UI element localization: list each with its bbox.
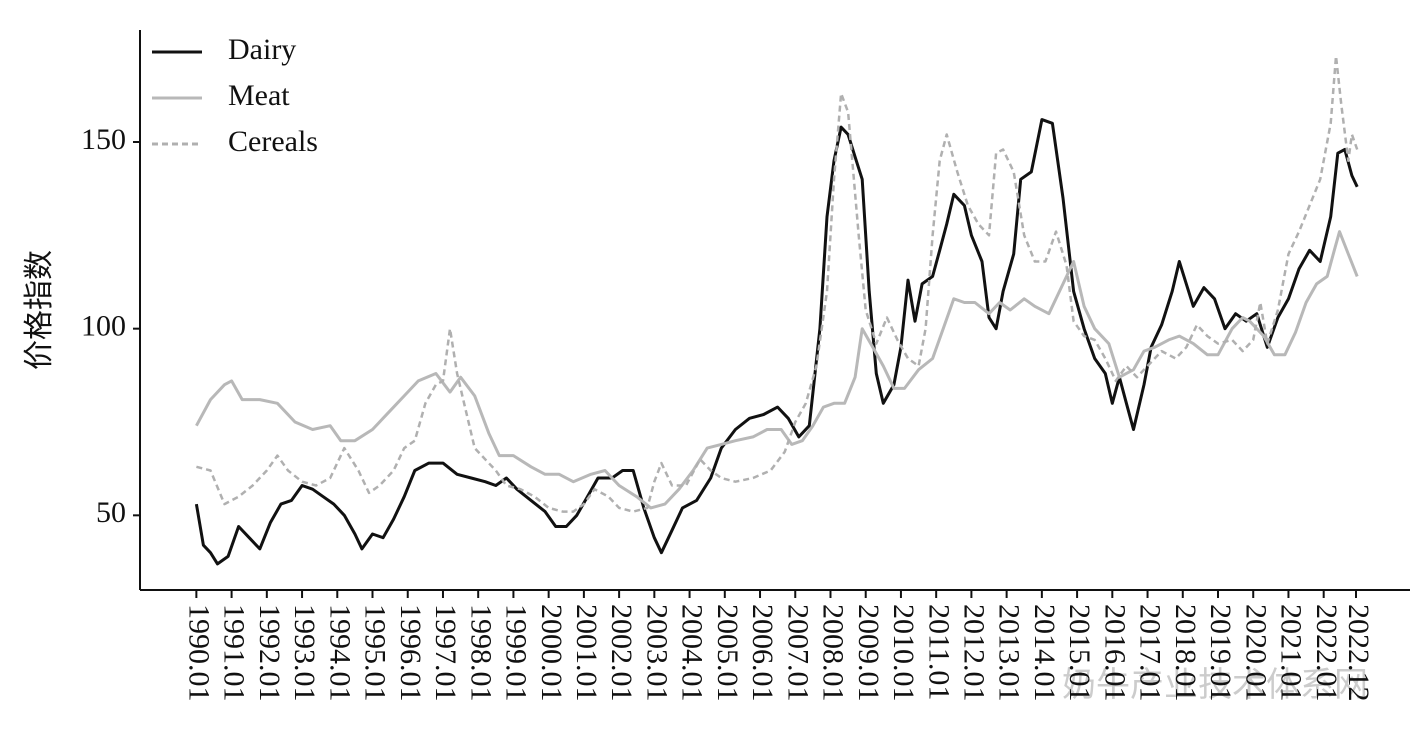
x-tick-label: 1995.01: [359, 604, 392, 702]
watermark: 奶牛产业技术体系网: [1062, 666, 1368, 704]
x-tick-label: 1990.01: [182, 604, 215, 702]
x-tick-label: 2014.01: [1028, 604, 1061, 702]
x-tick-label: 1996.01: [394, 604, 427, 702]
y-axis-label: 价格指数: [23, 250, 56, 370]
x-tick-label: 1998.01: [464, 604, 497, 702]
x-tick-label: 2013.01: [993, 604, 1026, 702]
series-line: [195, 230, 1359, 510]
series-line: [194, 118, 1359, 566]
x-tick-label: 2017.01: [1134, 604, 1167, 702]
x-tick-label: 2020.01: [1239, 604, 1272, 702]
x-tick-label: 1991.01: [218, 604, 251, 702]
x-tick-label: 2008.01: [817, 604, 850, 702]
x-tick-label: 1999.01: [500, 604, 533, 702]
x-tick-label: 2011.01: [922, 604, 955, 700]
x-tick-label: 2009.01: [852, 604, 885, 702]
series-line: [196, 54, 1359, 513]
x-tick-label: 2022.12: [1342, 604, 1375, 702]
x-tick-label: 2005.01: [711, 604, 744, 702]
x-tick-label: 2022.01: [1310, 604, 1343, 702]
legend-label: Cereals: [228, 125, 318, 158]
x-tick-label: 2018.01: [1169, 604, 1202, 702]
x-tick-label: 2006.01: [746, 604, 779, 702]
y-tick-label: 150: [81, 123, 126, 156]
x-tick-label: 2007.01: [781, 604, 814, 702]
x-tick-label: 2016.01: [1098, 604, 1131, 702]
x-tick-label: 1993.01: [288, 604, 321, 702]
x-tick-label: 2019.01: [1204, 604, 1237, 702]
x-tick-label: 2003.01: [640, 604, 673, 702]
x-tick-label: 2002.01: [605, 604, 638, 702]
x-tick-label: 2012.01: [958, 604, 991, 702]
legend-label: Dairy: [228, 33, 296, 66]
x-tick-label: 2021.01: [1275, 604, 1308, 702]
x-tick-label: 1994.01: [323, 604, 356, 702]
legend-label: Meat: [228, 79, 290, 112]
x-tick-label: 1997.01: [429, 604, 462, 702]
x-tick-label: 2015.01: [1063, 604, 1096, 702]
y-tick-label: 50: [96, 496, 126, 529]
x-tick-label: 2001.01: [570, 604, 603, 702]
x-tick-label: 2004.01: [676, 604, 709, 702]
y-tick-label: 100: [81, 310, 126, 343]
x-tick-label: 1992.01: [253, 604, 286, 702]
x-tick-label: 2010.01: [887, 604, 920, 702]
x-tick-label: 2000.01: [535, 604, 568, 702]
